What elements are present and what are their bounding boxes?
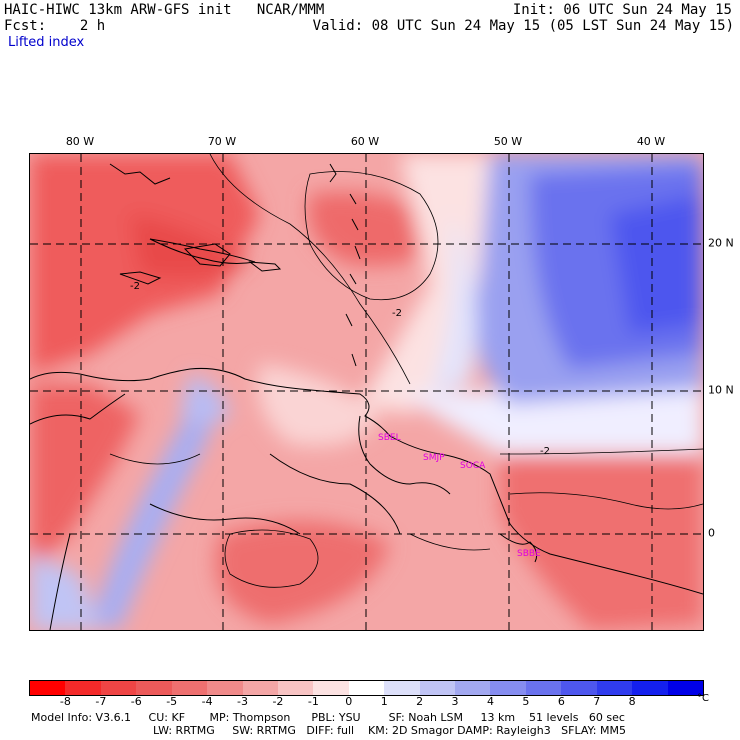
colorbar-segment	[348, 681, 385, 695]
colorbar-tick-label: 1	[380, 695, 388, 708]
contour-label: -2	[130, 281, 140, 292]
colorbar-tick-label: 4	[486, 695, 494, 708]
lat-label-0: 0	[708, 526, 715, 540]
coastlines	[30, 163, 703, 630]
forecast-hour: Fcst: 2 h	[4, 18, 106, 34]
colorbar-segment	[667, 681, 704, 695]
colorbar-segment	[207, 681, 243, 695]
colorbar-segment	[277, 681, 314, 695]
colorbar-segment	[100, 681, 137, 695]
colorbar-segment	[384, 681, 420, 695]
colorbar-segment	[561, 681, 597, 695]
colorbar-segment	[419, 681, 456, 695]
colorbar-segment	[525, 681, 562, 695]
lat-label-20n: 20 N	[708, 236, 734, 250]
colorbar-tick-label: -4	[201, 695, 213, 708]
colorbar-segment	[65, 681, 101, 695]
colorbar-tick-label: 5	[522, 695, 530, 708]
colorbar-tick-label: -1	[307, 695, 319, 708]
colorbar-tick-label: 2	[416, 695, 424, 708]
lat-label-10n: 10 N	[708, 383, 734, 397]
colorbar-segment	[242, 681, 278, 695]
lon-label-80w: 80 W	[65, 135, 95, 148]
field-name: Lifted index	[8, 35, 85, 50]
latlon-grid	[30, 154, 703, 630]
field-shading	[30, 154, 703, 630]
model-info-line1: Model Info: V3.6.1 CU: KF MP: Thompson P…	[31, 711, 625, 724]
colorbar-segment	[30, 681, 66, 695]
colorbar-tick-label: -6	[130, 695, 142, 708]
colorbar-tick-label: 8	[628, 695, 636, 708]
colorbar-tick-label: -8	[59, 695, 71, 708]
colorbar-unit: °C	[697, 693, 709, 704]
contour-lines	[109, 154, 703, 588]
map-canvas: -2 -2 -2	[30, 154, 703, 630]
init-time: Init: 06 UTC Sun 24 May 15	[512, 2, 732, 18]
lifted-index-map: -2 -2 -2 SBEL SMJP SOCA SBBE	[29, 153, 704, 631]
colorbar-segment	[136, 681, 172, 695]
colorbar	[29, 680, 704, 696]
colorbar-tick-label: -2	[272, 695, 284, 708]
colorbar-segment	[455, 681, 491, 695]
model-title: HAIC-HIWC 13km ARW-GFS init NCAR/MMM	[4, 2, 325, 18]
lon-label-70w: 70 W	[207, 135, 237, 148]
colorbar-segment	[171, 681, 208, 695]
colorbar-segment	[632, 681, 668, 695]
station-sbel: SBEL	[378, 433, 401, 443]
colorbar-tick-label: -7	[95, 695, 107, 708]
colorbar-segment	[596, 681, 633, 695]
contour-label: -2	[392, 308, 402, 319]
colorbar-tick-label: -5	[166, 695, 178, 708]
lon-label-50w: 50 W	[493, 135, 523, 148]
valid-time: Valid: 08 UTC Sun 24 May 15 (05 LST Sun …	[312, 18, 734, 34]
model-info-line2: LW: RRTMG SW: RRTMG DIFF: full KM: 2D Sm…	[153, 724, 626, 737]
colorbar-tick-label: 7	[593, 695, 601, 708]
station-smjp: SMJP	[423, 453, 445, 463]
colorbar-tick-label: 3	[451, 695, 459, 708]
colorbar-tick-label: -3	[237, 695, 248, 708]
station-sbbe: SBBE	[517, 549, 541, 559]
lon-label-40w: 40 W	[636, 135, 666, 148]
colorbar-segment	[490, 681, 526, 695]
colorbar-segment	[313, 681, 349, 695]
lon-label-60w: 60 W	[350, 135, 380, 148]
colorbar-tick-label: 6	[557, 695, 565, 708]
contour-label: -2	[540, 446, 550, 457]
colorbar-tick-label: 0	[345, 695, 353, 708]
station-soca: SOCA	[460, 461, 486, 471]
